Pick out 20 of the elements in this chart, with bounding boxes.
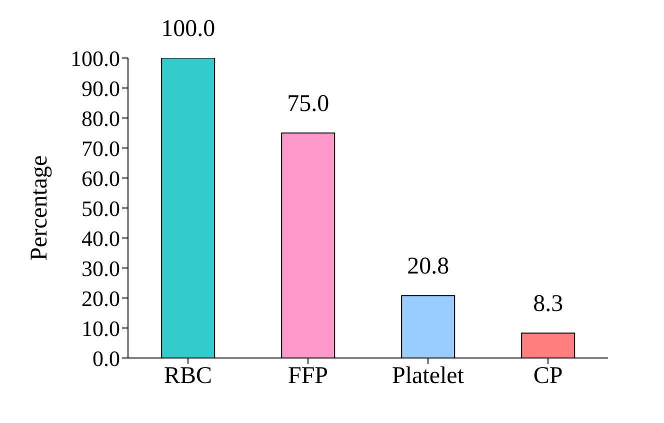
x-tick-label: CP — [533, 363, 563, 390]
y-tick-label: 50.0 — [82, 196, 120, 221]
y-tick-label: 10.0 — [82, 316, 120, 341]
data-label: 20.8 — [407, 254, 450, 280]
y-tick-label: 40.0 — [82, 226, 120, 251]
data-label: 75.0 — [287, 91, 330, 117]
y-tick-label: 60.0 — [82, 166, 120, 191]
data-label: 100.0 — [161, 16, 216, 42]
y-tick-label: 70.0 — [82, 136, 120, 161]
y-tick-label: 30.0 — [82, 256, 120, 281]
y-tick-label: 80.0 — [82, 106, 120, 131]
x-tick-label: Platelet — [392, 363, 464, 390]
y-tick-label: 20.0 — [82, 286, 120, 311]
y-axis-title: Percentage — [26, 155, 53, 261]
data-label: 8.3 — [533, 291, 564, 318]
x-tick-label: RBC — [164, 363, 212, 390]
x-tick-label: FFP — [288, 363, 328, 390]
y-tick-label: 0.0 — [92, 346, 120, 371]
y-tick-label: 90.0 — [82, 76, 120, 101]
y-tick-label: 100.0 — [70, 46, 120, 71]
